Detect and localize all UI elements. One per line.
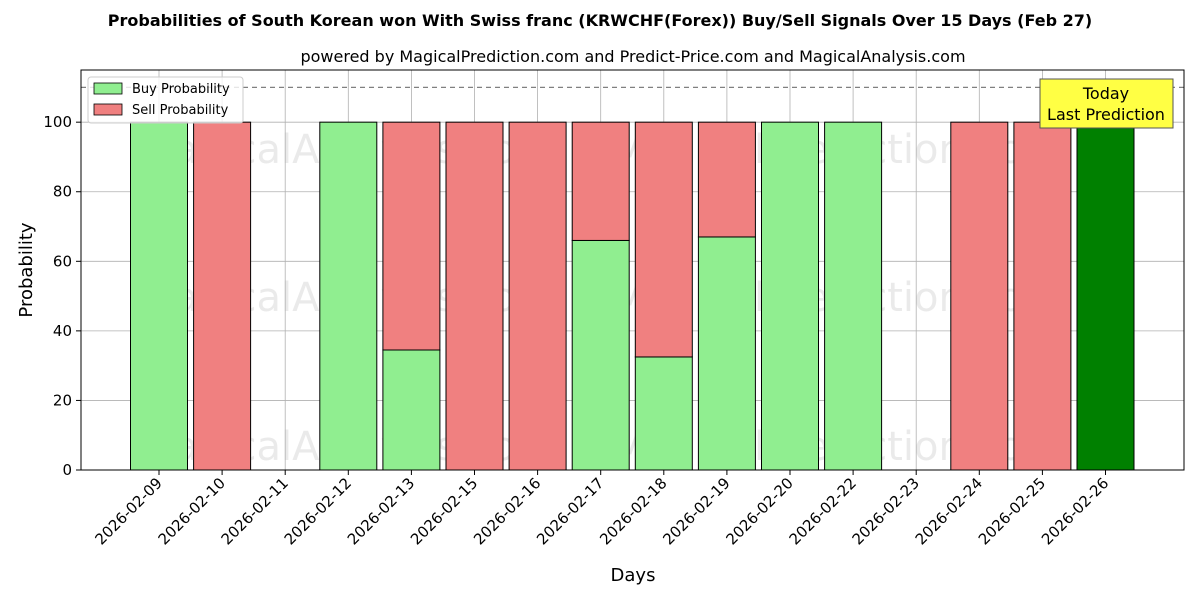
- y-axis-label: Probability: [16, 222, 37, 317]
- bar-sell: [445, 121, 504, 471]
- bar-sell: [193, 121, 252, 471]
- bar-buy: [761, 121, 819, 471]
- x-tick-label: 2026-02-20: [722, 474, 796, 548]
- x-tick-label: 2026-02-26: [1038, 474, 1112, 548]
- bar-buy: [697, 236, 756, 471]
- bar-sell: [1013, 121, 1072, 471]
- today-annotation-line1: Today: [1082, 84, 1129, 103]
- today-annotation-box: [1039, 78, 1174, 129]
- x-tick-label: 2026-02-09: [91, 474, 165, 548]
- x-tick-label: 2026-02-19: [659, 474, 733, 548]
- y-tick-label: 40: [53, 322, 72, 340]
- chart-subtitle: powered by MagicalPrediction.com and Pre…: [300, 47, 965, 66]
- x-tick-label: 2026-02-24: [912, 474, 986, 548]
- bar-buy: [824, 121, 883, 471]
- y-axis-ticks: 0 20 40 60 80 100: [43, 113, 81, 479]
- legend: Buy Probability Sell Probability: [87, 76, 244, 124]
- bar-buy: [1076, 121, 1135, 471]
- bar-sell: [382, 121, 441, 351]
- bar-sell: [508, 121, 567, 471]
- x-tick-label: 2026-02-11: [218, 474, 292, 548]
- bars: [130, 121, 1135, 471]
- legend-label-buy: Buy Probability: [132, 82, 230, 97]
- x-tick-label: 2026-02-18: [596, 474, 670, 548]
- bar-buy: [634, 356, 693, 471]
- legend-swatch-sell: [93, 103, 123, 116]
- bar-buy: [130, 121, 188, 471]
- x-tick-label: 2026-02-12: [281, 474, 355, 548]
- y-tick-label: 100: [43, 113, 72, 131]
- y-tick-label: 80: [53, 183, 72, 201]
- legend-swatch-buy: [93, 82, 123, 95]
- bar-sell: [634, 121, 693, 358]
- bar-sell: [697, 121, 756, 238]
- x-tick-label: 2026-02-10: [155, 474, 229, 548]
- x-tick-label: 2026-02-23: [849, 474, 923, 548]
- today-annotation-line2: Last Prediction: [1047, 105, 1165, 124]
- x-tick-label: 2026-02-25: [975, 474, 1049, 548]
- bar-buy: [319, 121, 378, 471]
- today-annotation: Today Last Prediction: [1039, 78, 1174, 129]
- bar-sell: [571, 121, 630, 241]
- x-tick-label: 2026-02-17: [533, 474, 607, 548]
- y-tick-label: 0: [62, 461, 72, 479]
- x-tick-label: 2026-02-22: [786, 474, 860, 548]
- bar-buy: [571, 239, 630, 471]
- chart-title: Probabilities of South Korean won With S…: [108, 11, 1092, 30]
- x-tick-label: 2026-02-13: [344, 474, 418, 548]
- legend-label-sell: Sell Probability: [132, 103, 229, 118]
- y-tick-label: 20: [53, 391, 72, 409]
- bar-buy: [382, 349, 441, 471]
- legend-box: [87, 76, 244, 124]
- x-tick-label: 2026-02-15: [407, 474, 481, 548]
- x-tick-label: 2026-02-16: [470, 474, 544, 548]
- x-axis-ticks: 2026-02-092026-02-102026-02-112026-02-12…: [91, 470, 1112, 548]
- y-tick-label: 60: [53, 252, 72, 270]
- plot-frame: [80, 69, 1185, 471]
- x-axis-label: Days: [611, 565, 656, 586]
- bar-sell: [950, 121, 1009, 471]
